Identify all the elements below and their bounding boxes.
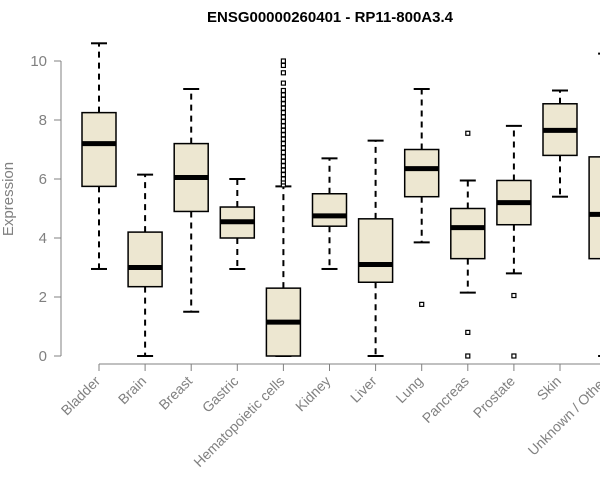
outlier-point <box>419 301 425 307</box>
outlier-point <box>280 105 286 111</box>
outlier-point <box>280 158 286 164</box>
outlier-point <box>465 353 471 359</box>
x-tick-label: Bladder <box>58 373 104 419</box>
x-tick-label: Breast <box>155 373 195 413</box>
iqr-box <box>311 193 348 227</box>
x-tick-label: Kidney <box>292 373 334 415</box>
iqr-box <box>127 231 163 288</box>
y-tick-label: 10 <box>30 53 47 70</box>
x-tick-label: Hematopoietic cells <box>190 373 287 470</box>
outlier-point <box>511 353 517 359</box>
outlier-point <box>280 58 286 64</box>
outlier-point <box>280 141 286 147</box>
outlier-point <box>465 329 471 335</box>
y-tick-label: 0 <box>39 348 47 365</box>
box-bladder <box>81 42 117 270</box>
outlier-point <box>280 167 286 173</box>
box-skin <box>542 89 578 198</box>
iqr-box <box>81 111 117 188</box>
x-tick-label: Liver <box>347 373 380 406</box>
chart-title: ENSG00000260401 - RP11-800A3.4 <box>207 9 454 26</box>
y-tick-label: 8 <box>39 112 47 129</box>
outlier-point <box>280 114 286 120</box>
iqr-box <box>450 207 486 260</box>
box-hematopoietic-cells <box>265 58 302 357</box>
outlier-point <box>280 96 286 102</box>
y-tick-label: 2 <box>39 289 47 306</box>
outlier-point <box>280 70 286 76</box>
outlier-point <box>280 101 286 107</box>
box-liver <box>357 139 394 357</box>
iqr-box <box>403 148 440 198</box>
box-unknown-other <box>588 52 600 357</box>
y-tick-label: 4 <box>39 230 47 247</box>
outlier-point <box>280 127 286 133</box>
x-tick-label: Prostate <box>470 373 518 421</box>
x-tick-label: Brain <box>115 373 149 407</box>
outlier-point <box>280 149 286 156</box>
box-breast <box>173 88 209 313</box>
x-tick-label: Skin <box>534 373 565 404</box>
x-tick-label: Pancreas <box>419 373 472 426</box>
outlier-point <box>280 136 286 142</box>
outlier-point <box>280 132 286 138</box>
outlier-point <box>511 292 517 299</box>
outlier-point <box>465 130 471 136</box>
box-series <box>81 42 600 359</box>
outlier-point <box>280 62 286 69</box>
outlier-point <box>280 123 286 129</box>
x-tick-label: Gastric <box>199 373 242 416</box>
iqr-box <box>588 156 600 260</box>
outlier-point <box>280 171 286 178</box>
outlier-point <box>280 92 286 98</box>
box-lung <box>403 88 440 307</box>
box-gastric <box>219 178 256 270</box>
outlier-point <box>280 80 286 86</box>
y-axis-label: Expression <box>0 162 17 236</box>
outlier-point <box>280 176 286 182</box>
box-brain <box>127 173 163 357</box>
outlier-point <box>280 154 286 160</box>
y-tick-label: 6 <box>39 171 47 188</box>
outlier-point <box>280 145 286 151</box>
box-kidney <box>311 157 348 270</box>
outlier-point <box>280 87 286 94</box>
iqr-box <box>357 218 394 283</box>
outlier-point <box>280 163 286 169</box>
box-pancreas <box>450 130 486 359</box>
outlier-point <box>280 118 286 125</box>
box-prostate <box>496 124 532 359</box>
y-axis: 0 2 4 6 8 10 <box>30 53 62 365</box>
outlier-point <box>280 110 286 116</box>
x-tick-label: Lung <box>392 373 425 406</box>
